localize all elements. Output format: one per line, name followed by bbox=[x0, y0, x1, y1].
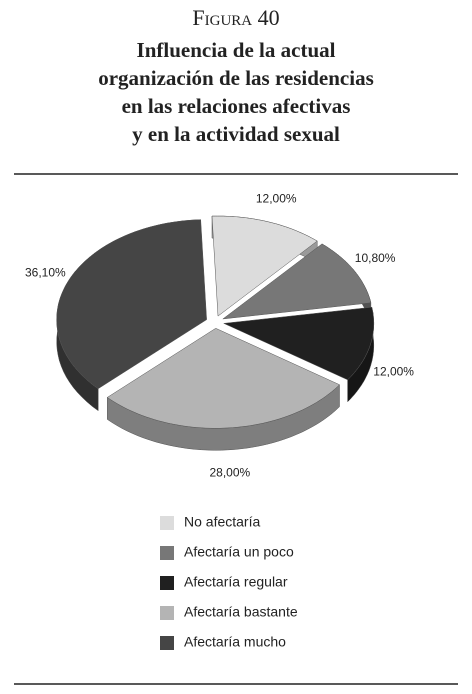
legend-swatch bbox=[160, 576, 174, 590]
data-label: 36,10% bbox=[25, 265, 66, 279]
legend-label: Afectaría regular bbox=[184, 574, 288, 590]
data-label: 28,00% bbox=[210, 466, 251, 480]
legend-label: Afectaría bastante bbox=[184, 604, 298, 620]
data-label: 12,00% bbox=[256, 192, 297, 206]
chart-title: en las relaciones afectivas bbox=[122, 94, 351, 118]
legend-swatch bbox=[160, 546, 174, 560]
data-label: 12,00% bbox=[373, 364, 414, 378]
chart-title: Influencia de la actual bbox=[137, 38, 336, 62]
slice bbox=[106, 327, 340, 429]
legend-label: Afectaría un poco bbox=[184, 544, 294, 560]
slice bbox=[56, 219, 207, 390]
legend-label: Afectaría mucho bbox=[184, 634, 286, 650]
legend-swatch bbox=[160, 636, 174, 650]
legend-swatch bbox=[160, 516, 174, 530]
data-label: 10,80% bbox=[355, 251, 396, 265]
legend-swatch bbox=[160, 606, 174, 620]
slice bbox=[222, 306, 375, 381]
figure-label: Figura 40 bbox=[192, 5, 279, 30]
legend-label: No afectaría bbox=[184, 514, 260, 530]
slice bbox=[211, 215, 318, 317]
slice bbox=[222, 243, 372, 320]
chart-title: organización de las residencias bbox=[98, 66, 374, 90]
chart-title: y en la actividad sexual bbox=[132, 122, 340, 146]
